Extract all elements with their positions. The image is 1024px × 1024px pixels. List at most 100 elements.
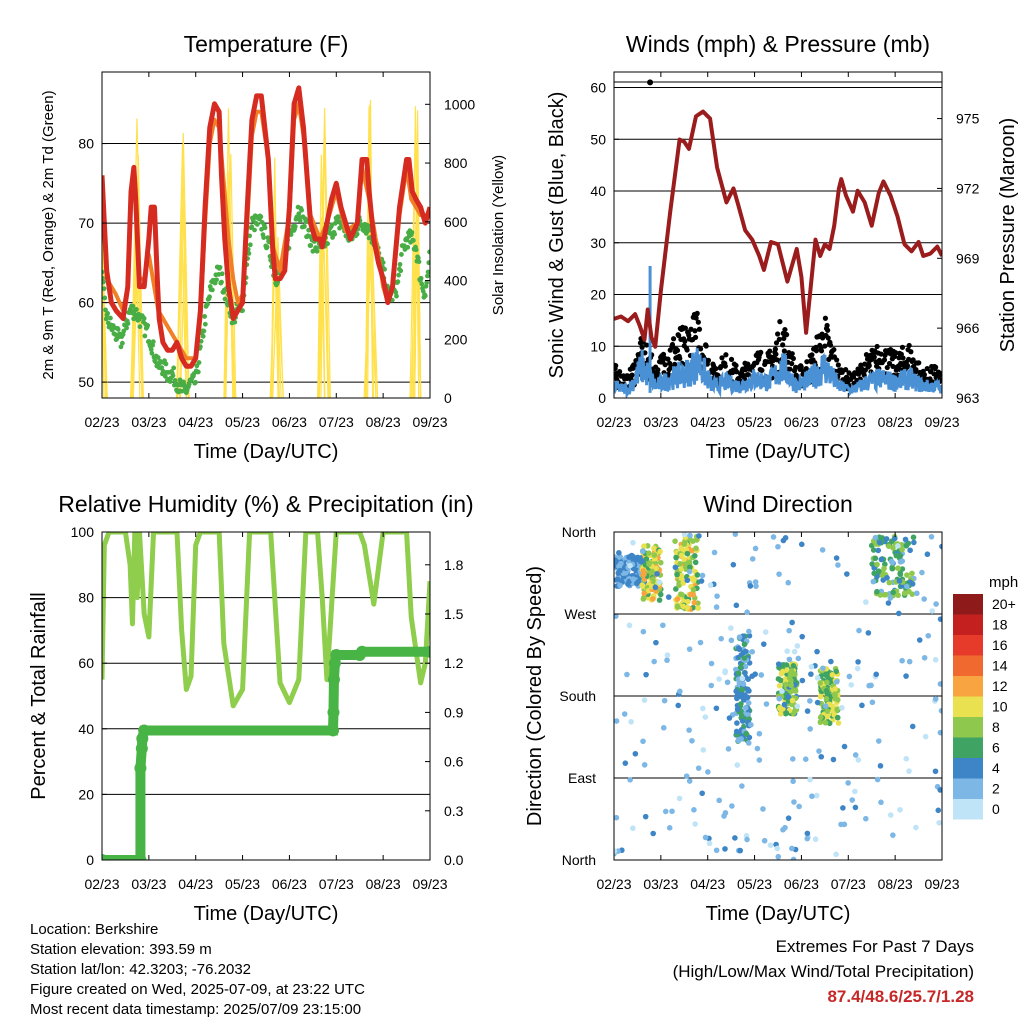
direction-point [627,562,633,569]
direction-point [888,558,895,565]
direction-point [786,656,793,663]
direction-point [653,565,659,572]
direction-point [903,755,910,762]
direction-point [651,552,658,558]
x-tick-label: 05/23 [737,876,772,892]
direction-point [775,661,782,667]
gust-point [733,362,739,369]
direction-point [749,648,756,655]
gust-point [682,325,689,331]
direction-point [913,824,919,831]
dewpoint-point [426,260,430,266]
direction-point [686,727,692,733]
dewpoint-point [103,307,108,313]
direction-point [657,548,663,555]
gust-point [850,374,857,380]
dewpoint-point [415,255,421,261]
direction-point [676,795,683,802]
direction-point [690,586,697,593]
direction-point [714,593,720,599]
legend-swatch [953,696,983,717]
gust-point [694,310,700,316]
dewpoint-point [102,286,107,292]
direction-point [834,678,840,685]
direction-point [874,776,881,783]
direction-point [922,733,929,740]
direction-point [887,595,894,601]
direction-point [661,697,668,704]
direction-point [741,655,748,661]
y-tick-label: North [562,852,596,868]
direction-point [903,673,909,679]
gust-point [767,348,773,354]
direction-point [852,804,859,811]
direction-point [788,677,794,684]
solar-trace [270,157,279,398]
dewpoint-point [410,238,416,243]
y2-tick-label: 0.9 [444,704,464,720]
direction-point [841,743,848,750]
direction-point [746,628,752,635]
temperature-chart: Temperature (F) Time (Day/UTC) 02/23 03/23 0… [40,31,507,463]
direction-point [732,835,738,841]
gust-point [874,343,880,350]
direction-point [656,579,663,585]
direction-point [754,745,761,752]
direction-point [713,705,720,712]
y2-tick-label: 0.0 [444,852,464,868]
direction-point [808,663,815,670]
direction-point [799,633,806,640]
legend-swatch [953,737,983,758]
gust-point [825,327,831,333]
direction-point [866,682,872,689]
dewpoint-point [102,295,108,301]
direction-point [834,697,841,703]
dewpoint-point [134,307,139,312]
dewpoint-point [105,310,111,316]
dewpoint-point [130,303,136,309]
solar-trace [318,108,332,398]
direction-point [614,848,618,854]
direction-point [785,694,792,700]
direction-point [746,688,752,694]
x-tick-label: 04/23 [178,876,213,892]
direction-point [873,671,880,678]
direction-point [846,673,853,680]
x-tick-label: 09/23 [412,876,447,892]
direction-point [833,851,839,858]
direction-point [904,583,910,590]
direction-point [789,619,795,626]
direction-point [643,556,650,562]
direction-point [614,718,620,724]
x-tick-label: 06/23 [272,414,307,430]
dewpoint-point [249,224,255,230]
direction-point [640,568,647,574]
dewpoint-point [119,340,125,346]
dewpoint-point [121,328,127,334]
direction-point [897,571,904,578]
direction-point [929,608,936,614]
direction-point [739,675,746,682]
direction-xlabel: Time (Day/UTC) [706,903,851,925]
direction-frame [613,531,943,861]
humidity-title: Relative Humidity (%) & Precipitation (i… [58,491,473,517]
temperature-frame [101,71,431,399]
direction-point [628,718,634,725]
gust-point [662,362,668,368]
gust-point [692,328,698,334]
direction-point [760,641,767,647]
direction-point [792,708,798,714]
direction-point [624,671,630,678]
y2-tick-label: 800 [444,155,468,171]
x-tick-label: 07/23 [831,414,866,430]
direction-point [845,780,851,786]
direction-point [807,726,813,732]
legend-label: 8 [992,719,1000,735]
gust-point [900,355,906,361]
direction-point [762,629,769,635]
direction-point [906,658,913,665]
gust-point [781,335,787,341]
gust-point [834,357,840,363]
direction-point [673,586,679,592]
direction-point [761,837,768,844]
